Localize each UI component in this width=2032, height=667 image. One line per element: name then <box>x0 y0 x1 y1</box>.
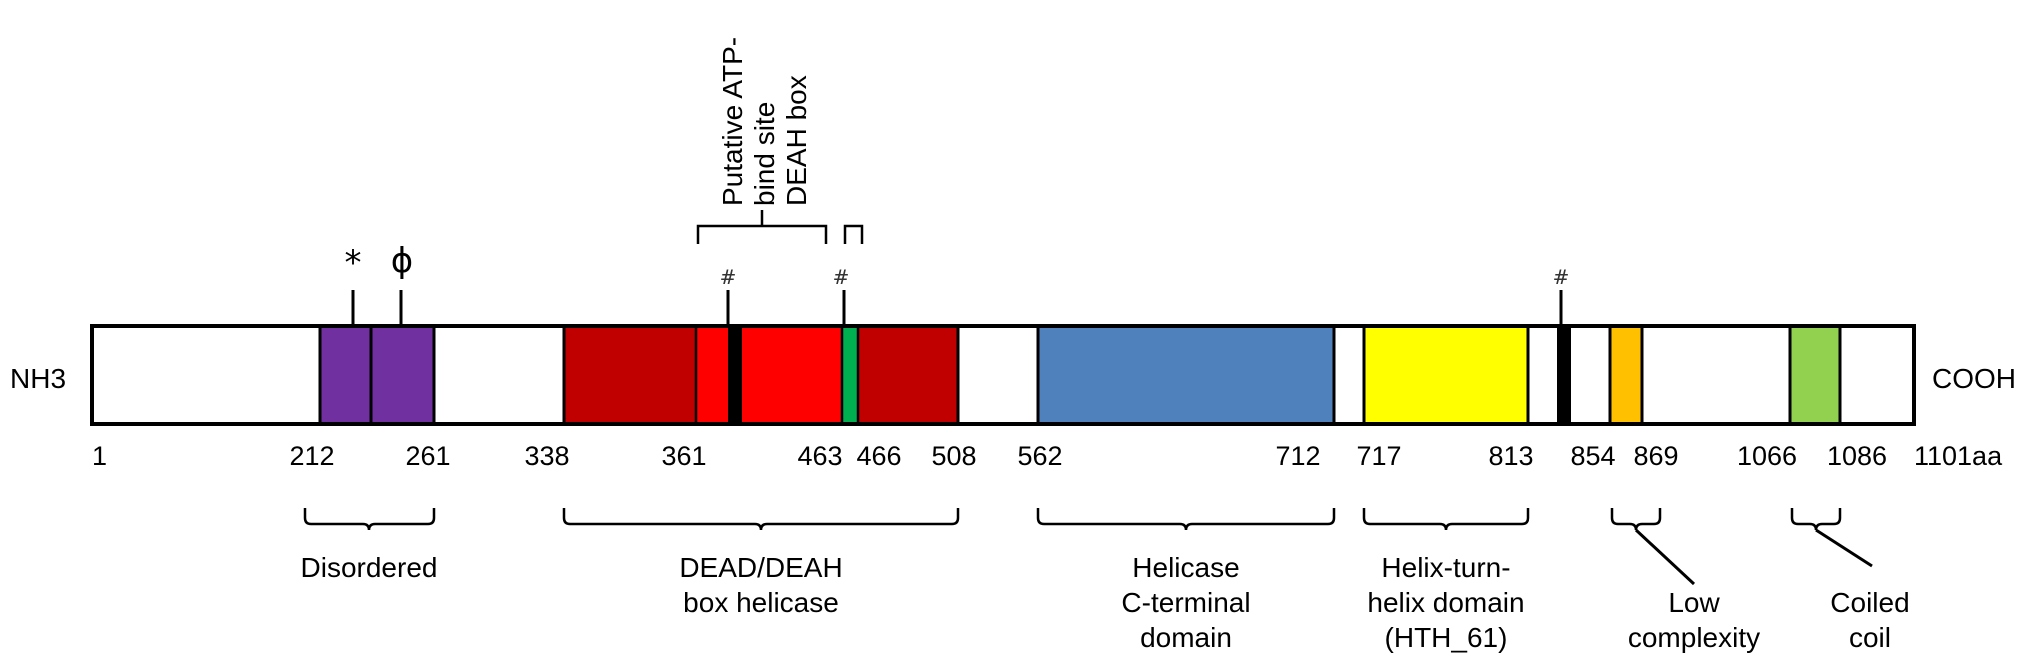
hth-bracket <box>1362 508 1530 531</box>
low-complexity-label-line-2: complexity <box>1628 622 1760 653</box>
position-label: 508 <box>931 441 976 471</box>
n-terminus-label: NH3 <box>10 363 66 394</box>
coiled-coil-region <box>1790 326 1840 424</box>
helicase-c-label-line-1: Helicase <box>1132 552 1239 583</box>
position-axis: 1 212 261 338 361 463 466 508 562 712 71… <box>92 441 2003 471</box>
atp-bind-motif-black <box>728 326 742 424</box>
low-complexity-bracket <box>1610 508 1662 531</box>
hth-domain-region <box>1364 326 1528 424</box>
deah-box-motif-green <box>842 326 858 424</box>
hth-label-line-3: (HTH_61) <box>1385 622 1508 653</box>
hash-site-symbol-1: # <box>720 265 737 289</box>
position-label: 463 <box>797 441 842 471</box>
helicase-c-bracket <box>1036 508 1336 531</box>
disordered-region <box>320 326 434 424</box>
top-annotation: Putative ATP- bind site DEAH box <box>717 37 812 206</box>
position-label: 1 <box>92 441 107 471</box>
hash-site-symbol-2: # <box>833 265 850 289</box>
position-label: 717 <box>1356 441 1401 471</box>
dead-box-dark-right <box>858 326 958 424</box>
position-label: 361 <box>661 441 706 471</box>
motif-854-black <box>1557 326 1571 424</box>
disordered-bracket <box>303 508 436 531</box>
position-label: 1086 <box>1827 441 1887 471</box>
helicase-c-terminal-region <box>1038 326 1334 424</box>
top-annotation-line-2: bind site <box>749 102 780 206</box>
position-label: 466 <box>856 441 901 471</box>
deah-box-bracket <box>843 224 864 244</box>
coiled-coil-label-line-1: Coiled <box>1830 587 1909 618</box>
coiled-coil-bracket <box>1790 508 1842 531</box>
region-borders <box>318 326 1842 424</box>
dead-box-bracket <box>562 508 960 531</box>
c-terminus-label: COOH <box>1932 363 2016 394</box>
phi-site-symbol: ϕ <box>391 241 413 281</box>
low-complexity-region <box>1610 326 1642 424</box>
disordered-label: Disordered <box>301 552 438 583</box>
dead-box-light-left <box>696 326 728 424</box>
coiled-coil-leader <box>1815 528 1873 568</box>
position-label: 261 <box>405 441 450 471</box>
asterisk-site-symbol: * <box>345 243 362 283</box>
dead-box-label-line-2: box helicase <box>683 587 839 618</box>
coiled-coil-label-line-2: coil <box>1849 622 1891 653</box>
position-label: 854 <box>1570 441 1615 471</box>
dead-box-label-line-1: DEAD/DEAH <box>679 552 842 583</box>
protein-outline <box>90 324 1916 426</box>
low-complexity-leader <box>1634 528 1696 586</box>
position-label: 1066 <box>1737 441 1797 471</box>
top-annotation-line-1: Putative ATP- <box>717 37 748 206</box>
hth-label-line-1: Helix-turn- <box>1381 552 1510 583</box>
top-annotation-line-3: DEAH box <box>781 75 812 206</box>
low-complexity-label-line-1: Low <box>1668 587 1720 618</box>
position-label: 212 <box>289 441 334 471</box>
position-label: 338 <box>524 441 569 471</box>
position-label: 1101aa <box>1914 441 2003 471</box>
position-label: 562 <box>1017 441 1062 471</box>
dead-box-dark-left <box>564 326 696 424</box>
helicase-c-label-line-2: C-terminal <box>1121 587 1250 618</box>
dead-box-light-center <box>742 326 842 424</box>
position-label: 712 <box>1275 441 1320 471</box>
hth-label-line-2: helix domain <box>1367 587 1524 618</box>
helicase-c-label-line-3: domain <box>1140 622 1232 653</box>
hash-site-symbol-3: # <box>1553 265 1570 289</box>
position-label: 869 <box>1633 441 1678 471</box>
atp-bind-bracket <box>696 224 828 244</box>
position-label: 813 <box>1488 441 1533 471</box>
